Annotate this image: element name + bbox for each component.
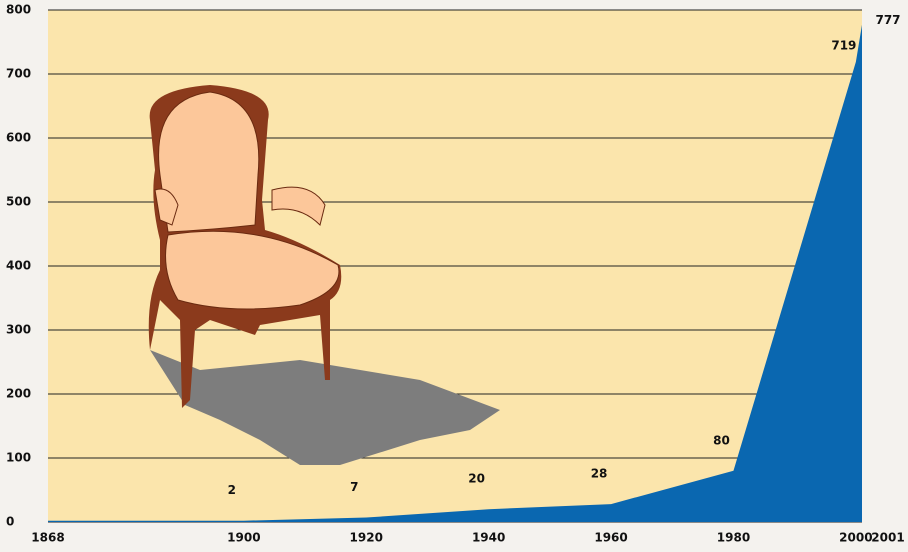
data-label: 2 xyxy=(228,483,236,497)
y-tick-label: 200 xyxy=(6,387,31,401)
x-tick-label: 1980 xyxy=(717,531,750,545)
area xyxy=(48,24,862,522)
x-tick-label: 2001 xyxy=(871,531,904,545)
data-label: 20 xyxy=(468,472,485,486)
y-tick-label: 600 xyxy=(6,131,31,145)
y-tick-label: 700 xyxy=(6,67,31,81)
y-tick-label: 400 xyxy=(6,259,31,273)
x-tick-label: 1940 xyxy=(472,531,505,545)
y-tick-label: 100 xyxy=(6,451,31,465)
data-label: 777 xyxy=(875,13,900,27)
data-label: 28 xyxy=(591,467,608,481)
y-tick-label: 800 xyxy=(6,3,31,17)
y-tick-label: 300 xyxy=(6,323,31,337)
x-tick-label: 2000 xyxy=(839,531,872,545)
data-label: 7 xyxy=(350,480,358,494)
data-label: 80 xyxy=(713,433,730,447)
chair-illustration xyxy=(148,85,500,465)
x-tick-label: 1868 xyxy=(31,531,64,545)
y-tick-label: 0 xyxy=(6,515,14,529)
x-tick-label: 1900 xyxy=(227,531,260,545)
x-tick-label: 1960 xyxy=(594,531,627,545)
data-label: 719 xyxy=(831,38,856,52)
x-tick-label: 1920 xyxy=(350,531,383,545)
y-tick-label: 500 xyxy=(6,195,31,209)
plot xyxy=(48,24,862,522)
